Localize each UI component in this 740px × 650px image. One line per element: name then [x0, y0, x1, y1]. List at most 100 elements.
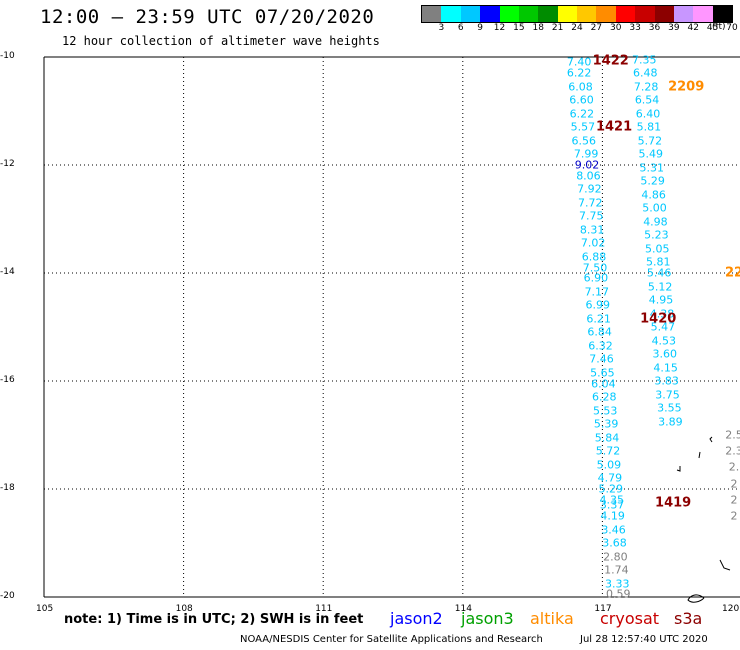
wave-height-value: 4.35 [599, 493, 624, 507]
legend-swatch [615, 6, 636, 22]
wave-height-value: 7.99 [573, 147, 599, 161]
legend-label: 3 [438, 23, 445, 33]
wave-height-value: 6.40 [635, 107, 661, 121]
wave-height-value: 2.3 [725, 444, 740, 458]
wave-height-value: 4.19 [600, 509, 625, 523]
wave-height-value: 7.28 [633, 80, 659, 94]
legend-swatch [557, 6, 577, 22]
wave-height-value: 5.29 [598, 482, 624, 496]
pass-time-label: 22 [724, 265, 740, 281]
wave-height-value: 7.92 [577, 182, 602, 196]
wave-height-value: 5.81 [645, 255, 671, 269]
coastline [676, 466, 681, 472]
credit-text: NOAA/NESDIS Center for Satellite Applica… [240, 634, 543, 645]
legend-swatch [693, 6, 713, 22]
lon-tick-label: 117 [594, 604, 612, 614]
legend-label: 39 [668, 23, 680, 33]
satellite-label-jason2: jason2 [390, 609, 443, 628]
wave-height-value: 5.65 [590, 366, 615, 380]
wave-height-value: 6.32 [588, 339, 613, 353]
wave-height-value: 5.53 [592, 404, 618, 418]
legend-label: 30 [610, 23, 622, 33]
wave-height-value: 5.57 [570, 120, 596, 134]
wave-height-value: 6.28 [592, 390, 617, 404]
lon-tick-label: 105 [36, 604, 54, 614]
wave-height-value: 5.29 [640, 174, 665, 188]
wave-height-value: 2.5 [725, 428, 740, 442]
wave-height-value: 5.39 [593, 417, 619, 431]
generation-timestamp: Jul 28 12:57:40 UTC 2020 [580, 634, 708, 645]
coastline [709, 436, 713, 443]
legend-swatch [654, 6, 674, 22]
legend-label: 6 [457, 23, 464, 33]
wave-height-value: 3.37 [599, 498, 625, 512]
legend-label: 45 [706, 23, 719, 33]
coastline [698, 451, 701, 459]
legend-unit: (ft) [712, 22, 726, 32]
legend-swatch [518, 6, 539, 22]
legend-swatch [577, 6, 597, 22]
wave-height-value: 4.15 [653, 361, 678, 374]
wave-height-value: 3.46 [601, 523, 626, 536]
pass-time-label: 1422 [592, 53, 629, 69]
wave-height-value: 6.90 [583, 271, 609, 285]
legend-swatch [538, 6, 558, 22]
footer-note: note: 1) Time is in UTC; 2) SWH is in fe… [64, 612, 364, 627]
wave-height-value: 3.83 [654, 374, 679, 388]
wave-height-value: 2. [728, 460, 740, 474]
wave-height-value: 1.74 [604, 563, 629, 577]
wave-height-value: 3.55 [657, 401, 682, 415]
wave-height-value: 5.05 [645, 242, 670, 256]
legend-swatch [673, 6, 694, 22]
legend-swatch [712, 6, 732, 22]
wave-height-value: 6.56 [571, 134, 597, 148]
legend-label: 42 [687, 23, 699, 33]
wave-height-value: 4.53 [651, 334, 677, 347]
wave-height-value: 2 [730, 493, 738, 507]
legend-label: 27 [590, 23, 603, 33]
wave-height-value: 5.09 [596, 458, 622, 472]
wave-height-value: 7.40 [566, 55, 592, 69]
legend-swatch [635, 6, 655, 22]
legend-swatch [460, 6, 481, 22]
lat-tick-label: -18 [0, 483, 15, 493]
wave-height-value: 4.86 [641, 188, 666, 202]
wave-height-value: 5.00 [642, 201, 667, 215]
wave-height-value: 7.17 [584, 285, 610, 299]
wave-height-value: 4.38 [649, 307, 675, 320]
wave-height-value: 6.21 [586, 312, 611, 326]
wave-height-value: 7.02 [580, 236, 606, 250]
pass-time-label: 1421 [595, 119, 633, 135]
wave-height-value: 6.22 [569, 107, 595, 121]
satellite-label-altika: altika [530, 609, 574, 628]
lon-tick-label: 108 [175, 604, 193, 614]
wave-height-value: 3.33 [605, 577, 630, 590]
wave-height-value: 8.31 [579, 223, 605, 237]
lat-tick-label: -16 [0, 375, 15, 385]
wave-height-value: 8.06 [576, 169, 601, 183]
wave-height-value: 3.75 [655, 388, 680, 401]
wave-height-value: 2.80 [603, 550, 628, 563]
legend-label: 24 [571, 23, 583, 33]
wave-height-value: 3.68 [602, 536, 627, 550]
wave-height-value: 7.75 [578, 209, 604, 223]
wave-height-value: 6.22 [566, 66, 592, 80]
wave-height-value: 6.60 [569, 93, 594, 107]
legend-label: 18 [532, 23, 544, 33]
pass-time-label: 1420 [640, 311, 677, 327]
coastline [719, 559, 731, 571]
legend-label: 21 [551, 23, 564, 33]
legend-swatch [596, 6, 616, 22]
satellite-label-jason3: jason3 [461, 609, 514, 628]
wave-height-value: 5.49 [638, 147, 664, 161]
wave-height-value: 0.59 [605, 587, 631, 601]
wave-height-value: 5.81 [636, 120, 662, 134]
wave-height-value: 4.98 [643, 215, 668, 229]
legend-label: 36 [648, 23, 661, 33]
wave-height-value: 3.60 [652, 347, 678, 361]
wave-height-value: 5.84 [594, 431, 620, 445]
wave-height-value: 3.89 [658, 415, 683, 428]
wave-height-value: 7.50 [582, 261, 608, 275]
wave-height-value: 6.08 [568, 80, 593, 94]
wave-height-value: 9.02 [574, 158, 600, 172]
